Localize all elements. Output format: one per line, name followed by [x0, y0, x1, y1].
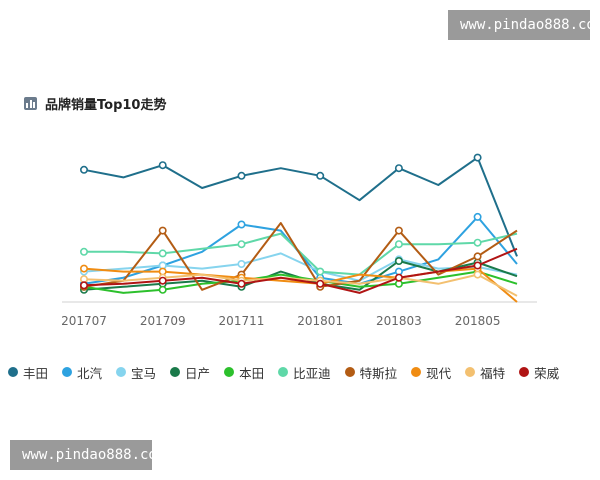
x-tick-label: 201711 [219, 314, 265, 328]
series-比亚迪 [80, 232, 518, 276]
legend-label: 现代 [426, 365, 452, 381]
data-point [80, 165, 89, 174]
data-point [316, 171, 325, 180]
series-line [83, 215, 518, 285]
data-point [473, 261, 482, 270]
legend-item[interactable]: 北汽 [62, 363, 102, 382]
legend-label: 福特 [480, 365, 506, 381]
data-point [237, 171, 246, 180]
data-point [316, 267, 325, 276]
legend-dot-icon [465, 367, 476, 377]
legend-item[interactable]: 比亚迪 [278, 363, 331, 382]
x-tick-label: 201707 [61, 314, 107, 328]
data-point [394, 226, 403, 235]
data-point [158, 285, 167, 294]
data-point [80, 247, 89, 256]
data-point [473, 270, 482, 279]
chart-legend: 丰田 北汽 宝马 日产 本田 比亚迪 特斯拉 现代 福特 荣威 [8, 362, 598, 382]
chart-title: 品牌销量Top10走势 [45, 97, 167, 113]
data-point [237, 240, 246, 249]
series-line [83, 270, 518, 294]
data-point [394, 240, 403, 249]
legend-label: 特斯拉 [359, 365, 398, 381]
legend-dot-icon [62, 367, 73, 377]
data-point [237, 259, 246, 268]
legend-dot-icon [8, 367, 18, 377]
data-point [473, 212, 482, 221]
data-point [158, 249, 167, 258]
data-point [473, 252, 482, 261]
series-丰田 [80, 153, 518, 257]
legend-item[interactable]: 日产 [170, 363, 210, 382]
series-line [83, 247, 518, 294]
legend-item[interactable]: 福特 [465, 363, 505, 382]
series-line [83, 156, 518, 257]
legend-dot-icon [519, 367, 530, 377]
legend-label: 丰田 [23, 365, 49, 381]
legend-item[interactable]: 现代 [411, 363, 451, 382]
legend-label: 本田 [239, 365, 265, 381]
legend-label: 荣威 [534, 365, 560, 381]
legend-label: 比亚迪 [293, 365, 331, 381]
series-现代 [80, 264, 518, 303]
legend-dot-icon [224, 367, 235, 377]
series-荣威 [80, 247, 518, 294]
data-point [80, 264, 89, 273]
legend-dot-icon [411, 367, 422, 377]
legend-item[interactable]: 荣威 [519, 363, 559, 382]
data-point [316, 279, 325, 288]
data-point [394, 256, 403, 265]
chart-title-row: 品牌销量Top10走势 [24, 94, 167, 113]
x-tick-label: 201801 [297, 314, 343, 328]
legend-item[interactable]: 丰田 [8, 363, 48, 382]
series-line [83, 273, 518, 297]
legend-dot-icon [116, 367, 127, 377]
watermark-bottom: www.pindao888.com [10, 440, 165, 470]
series-line [83, 252, 518, 282]
legend-label: 宝马 [131, 365, 157, 381]
series-line [84, 232, 518, 276]
data-point [158, 161, 167, 170]
line-chart: 201707 201709 201711 201801 201803 201805 [61, 153, 537, 328]
data-point [394, 273, 403, 282]
legend-item[interactable]: 宝马 [116, 363, 156, 382]
watermark-top: www.pindao888.com [448, 10, 600, 40]
data-point [237, 220, 246, 229]
x-tick-label: 201709 [140, 314, 186, 328]
legend-item[interactable]: 本田 [224, 363, 264, 382]
data-point [158, 276, 167, 285]
data-point [237, 279, 246, 288]
legend-item[interactable]: 特斯拉 [344, 363, 398, 382]
x-tick-label: 201805 [455, 314, 501, 328]
legend-label: 日产 [185, 365, 211, 381]
data-point [473, 153, 482, 162]
data-point [473, 238, 482, 247]
legend-label: 北汽 [77, 365, 103, 381]
legend-dot-icon [344, 367, 355, 377]
legend-dot-icon [170, 367, 181, 377]
data-point [394, 164, 403, 173]
data-point [80, 281, 89, 290]
x-tick-label: 201803 [376, 314, 422, 328]
legend-dot-icon [278, 367, 289, 377]
data-point [158, 226, 167, 235]
bar-chart-icon [24, 96, 37, 110]
